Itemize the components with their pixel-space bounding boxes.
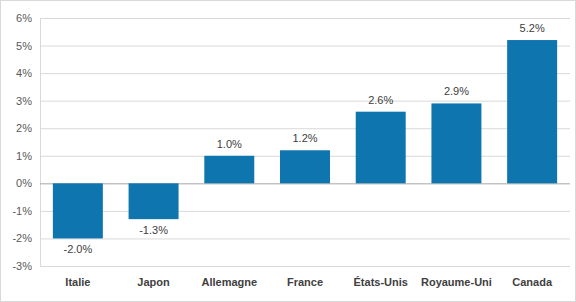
data-label: 1.0% xyxy=(217,138,242,150)
data-label: -1.3% xyxy=(139,224,168,236)
y-tick-label: -3% xyxy=(12,260,32,272)
x-tick-label: France xyxy=(287,276,323,288)
bar xyxy=(204,156,254,184)
bar xyxy=(356,112,406,184)
bars xyxy=(53,40,557,238)
x-tick: Italie xyxy=(65,276,90,288)
y-tick-label: 0% xyxy=(16,177,32,189)
grid-line xyxy=(40,238,570,239)
data-labels: -2.0% -1.3% 1.0% 1.2% 2.6% 2.9% 5.2% xyxy=(63,22,544,255)
y-tick-label: 6% xyxy=(16,12,32,24)
y-tick-label: 3% xyxy=(16,95,32,107)
x-axis: Italie Japon Allemagne France États-Unis Roya… xyxy=(65,276,553,288)
plot: -3% -2% -1% 0% 1% 2% 3% 4% 5% 6% Italie Japon Allema… xyxy=(12,12,570,288)
x-tick: France xyxy=(287,276,323,288)
x-tick-label: Italie xyxy=(65,276,90,288)
x-tick-label: Allemagne xyxy=(201,276,257,288)
x-tick: Japon xyxy=(137,276,170,288)
grid-line xyxy=(40,266,570,267)
grid-line xyxy=(40,73,570,74)
grid-line xyxy=(40,46,570,47)
y-tick-label: 2% xyxy=(16,122,32,134)
bar xyxy=(280,150,330,183)
y-tick-label: -2% xyxy=(12,232,32,244)
data-label: 5.2% xyxy=(520,22,545,34)
x-tick: Allemagne xyxy=(201,276,257,288)
y-tick-label: 5% xyxy=(16,40,32,52)
y-tick-label: 1% xyxy=(16,150,32,162)
data-label: 1.2% xyxy=(292,132,317,144)
x-tick: Canada xyxy=(512,276,553,288)
y-tick: 6% xyxy=(16,12,570,24)
x-tick: États-Unis xyxy=(354,276,408,288)
x-tick: Royaume-Uni xyxy=(421,276,492,288)
data-label: 2.9% xyxy=(444,85,469,97)
x-tick-label: Royaume-Uni xyxy=(421,276,492,288)
bar xyxy=(431,103,481,183)
y-tick: -3% xyxy=(12,260,570,272)
y-axis: -3% -2% -1% 0% 1% 2% 3% 4% 5% 6% xyxy=(12,12,570,272)
grid-line xyxy=(40,183,570,184)
chart-border xyxy=(1,1,576,302)
x-tick-label: Japon xyxy=(137,276,170,288)
y-tick-label: -1% xyxy=(12,205,32,217)
grid-line xyxy=(40,211,570,212)
bar xyxy=(53,183,103,238)
y-axis-line xyxy=(41,19,571,267)
data-label: -2.0% xyxy=(63,243,92,255)
x-tick-label: Canada xyxy=(512,276,553,288)
grid-line xyxy=(40,101,570,102)
bar xyxy=(507,40,557,183)
y-tick: 4% xyxy=(16,67,570,79)
data-label: 2.6% xyxy=(368,94,393,106)
chart: -3% -2% -1% 0% 1% 2% 3% 4% 5% 6% Italie Japon Allema… xyxy=(0,0,576,302)
y-tick: 3% xyxy=(16,95,570,107)
y-tick: 5% xyxy=(16,40,570,52)
bar xyxy=(129,183,179,219)
x-tick-label: États-Unis xyxy=(354,276,408,288)
grid-line xyxy=(40,18,570,19)
grid-line xyxy=(40,128,570,129)
y-tick-label: 4% xyxy=(16,67,32,79)
